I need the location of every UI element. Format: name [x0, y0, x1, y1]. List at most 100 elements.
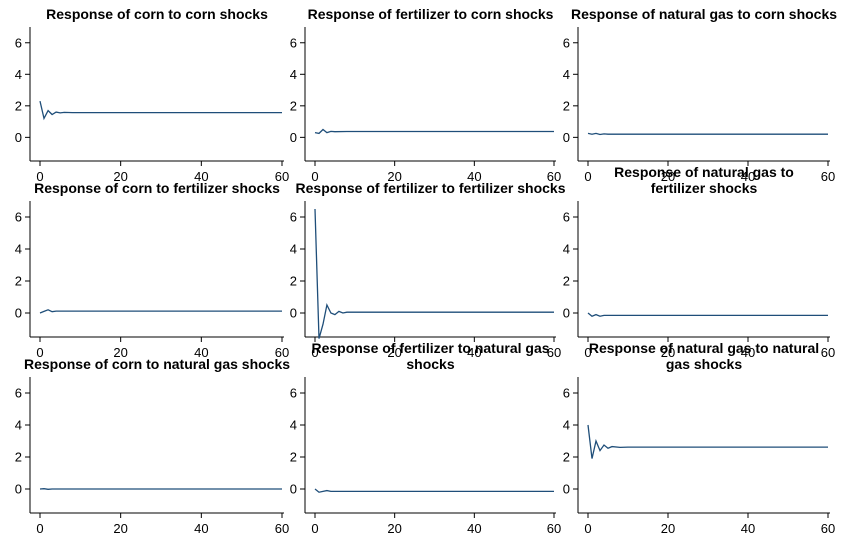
- panel-title: shocks: [406, 356, 454, 372]
- y-tick-label: 4: [290, 242, 297, 257]
- x-tick-label: 60: [821, 345, 835, 360]
- y-tick-label: 2: [290, 98, 297, 113]
- y-tick-label: 4: [290, 67, 297, 82]
- panel-title: Response of fertilizer to corn shocks: [308, 6, 554, 22]
- panel-8: Response of fertilizer to natural gassho…: [290, 340, 561, 536]
- x-tick-label: 60: [275, 521, 289, 536]
- x-tick-label: 20: [387, 345, 401, 360]
- panel-4: Response of corn to fertilizer shocks 0 2 4…: [15, 180, 289, 360]
- y-tick-label: 2: [15, 98, 22, 113]
- y-tick-label: 0: [563, 130, 570, 145]
- y-tick-label: 0: [290, 306, 297, 321]
- y-tick-label: 6: [563, 386, 570, 401]
- series-line: [39, 488, 282, 490]
- x-tick-label: 20: [113, 169, 127, 184]
- panel-title: Response of corn to natural gas shocks: [24, 356, 290, 372]
- x-tick-label: 60: [547, 169, 561, 184]
- x-tick-label: 20: [113, 345, 127, 360]
- x-tick-label: 40: [741, 345, 755, 360]
- x-tick-label: 0: [36, 521, 43, 536]
- y-tick-label: 6: [563, 35, 570, 50]
- y-tick-label: 4: [563, 242, 570, 257]
- panel-title: gas shocks: [666, 356, 742, 372]
- panel-7: Response of corn to natural gas shocks 0 2…: [15, 356, 290, 536]
- x-tick-label: 40: [194, 345, 208, 360]
- series-line: [587, 424, 828, 459]
- x-tick-label: 60: [275, 345, 289, 360]
- x-tick-label: 20: [387, 521, 401, 536]
- y-tick-label: 4: [15, 418, 22, 433]
- x-tick-label: 40: [194, 521, 208, 536]
- series-line: [314, 488, 554, 493]
- x-tick-label: 0: [584, 169, 591, 184]
- y-tick-label: 4: [563, 418, 570, 433]
- panel-2: Response of fertilizer to corn shocks 0 2 4…: [290, 6, 561, 184]
- x-tick-label: 60: [821, 521, 835, 536]
- y-tick-label: 6: [15, 386, 22, 401]
- y-tick-label: 0: [563, 306, 570, 321]
- panel-title: Response of fertilizer to fertilizer sho…: [296, 180, 566, 196]
- y-tick-label: 4: [290, 418, 297, 433]
- panel-title: fertilizer shocks: [651, 180, 758, 196]
- x-tick-label: 20: [661, 521, 675, 536]
- series-line: [314, 208, 554, 339]
- series-line: [39, 309, 282, 314]
- x-tick-label: 60: [821, 169, 835, 184]
- y-tick-label: 0: [15, 306, 22, 321]
- x-tick-label: 0: [584, 345, 591, 360]
- panel-title: Response of natural gas to: [614, 164, 794, 180]
- x-tick-label: 40: [467, 345, 481, 360]
- y-tick-label: 2: [15, 274, 22, 289]
- x-tick-label: 0: [36, 345, 43, 360]
- y-tick-label: 2: [290, 450, 297, 465]
- y-tick-label: 2: [563, 98, 570, 113]
- x-tick-label: 60: [275, 169, 289, 184]
- y-tick-label: 0: [290, 482, 297, 497]
- y-tick-label: 2: [563, 274, 570, 289]
- panel-5: Response of fertilizer to fertilizer sho…: [290, 180, 566, 360]
- series-line: [587, 312, 828, 317]
- panel-title: Response of corn to corn shocks: [46, 6, 268, 22]
- y-tick-label: 6: [15, 35, 22, 50]
- x-tick-label: 0: [311, 169, 318, 184]
- series-line: [314, 128, 554, 135]
- x-tick-label: 20: [387, 169, 401, 184]
- y-tick-label: 6: [15, 210, 22, 225]
- x-tick-label: 40: [467, 521, 481, 536]
- x-tick-label: 40: [467, 169, 481, 184]
- y-tick-label: 2: [563, 450, 570, 465]
- x-tick-label: 0: [36, 169, 43, 184]
- series-line: [39, 100, 282, 121]
- x-tick-label: 40: [194, 169, 208, 184]
- panel-3: Response of natural gas to corn shocks 0 2…: [563, 6, 837, 184]
- y-tick-label: 4: [563, 67, 570, 82]
- x-tick-label: 20: [661, 345, 675, 360]
- y-tick-label: 6: [563, 210, 570, 225]
- y-tick-label: 0: [15, 482, 22, 497]
- panel-title: Response of fertilizer to natural gas: [311, 340, 549, 356]
- y-tick-label: 0: [15, 130, 22, 145]
- y-tick-label: 6: [290, 386, 297, 401]
- x-tick-label: 40: [741, 521, 755, 536]
- series-line: [587, 132, 828, 136]
- y-tick-label: 2: [290, 274, 297, 289]
- y-tick-label: 6: [290, 35, 297, 50]
- x-tick-label: 20: [661, 169, 675, 184]
- x-tick-label: 0: [584, 521, 591, 536]
- panel-title: Response of corn to fertilizer shocks: [34, 180, 280, 196]
- panel-title: Response of natural gas to natural: [589, 340, 819, 356]
- x-tick-label: 20: [113, 521, 127, 536]
- x-tick-label: 60: [547, 521, 561, 536]
- y-tick-label: 4: [15, 242, 22, 257]
- x-tick-label: 60: [547, 345, 561, 360]
- y-tick-label: 2: [15, 450, 22, 465]
- y-tick-label: 6: [290, 210, 297, 225]
- panel-title: Response of natural gas to corn shocks: [571, 6, 837, 22]
- x-tick-label: 0: [311, 345, 318, 360]
- y-tick-label: 0: [290, 130, 297, 145]
